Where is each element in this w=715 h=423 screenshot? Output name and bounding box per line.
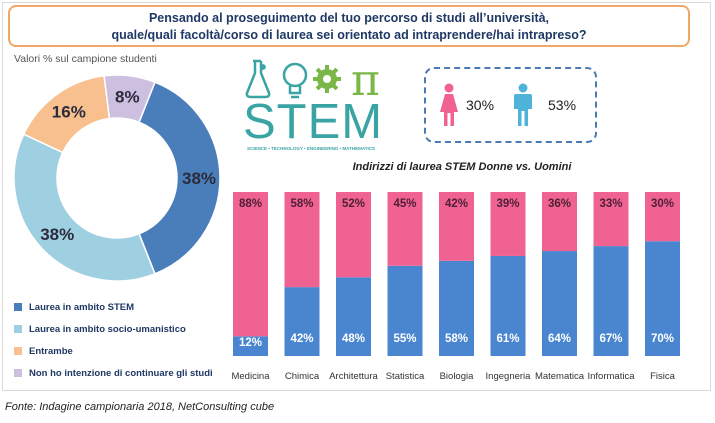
stem-subtitle: SCIENCE • TECHNOLOGY • ENGINEERING • MAT… <box>247 146 375 151</box>
category-label: Medicina <box>231 371 270 382</box>
donut-slice-label: 38% <box>40 225 74 244</box>
bar-segment-men <box>645 241 680 356</box>
legend-swatch-none <box>14 369 22 377</box>
gear-icon <box>313 65 341 93</box>
legend-swatch-stem <box>14 303 22 311</box>
male-percentage: 53% <box>548 97 577 113</box>
category-label: Chimica <box>285 371 320 382</box>
bar-data-label: 70% <box>651 333 674 345</box>
stem-word: STEM <box>243 95 384 149</box>
category-label: Informatica <box>588 371 636 382</box>
female-percentage: 30% <box>466 97 495 113</box>
bar-data-label: 48% <box>342 333 365 345</box>
stem-logo: π STEM SCIENCE • TECHNOLOGY • ENGINEERIN… <box>243 55 393 155</box>
figure-frame <box>2 2 711 391</box>
legend-item-socio: Laurea in ambito socio-umanistico <box>14 318 213 340</box>
female-icon <box>440 83 458 126</box>
bar-data-label: 64% <box>548 333 571 345</box>
bar-segment-men <box>387 265 423 356</box>
bar-data-label: 61% <box>496 333 519 345</box>
category-label: Matematica <box>535 371 585 382</box>
bar-segment-women <box>336 192 371 278</box>
gender-percentages-box: 30% 53% <box>424 67 597 143</box>
legend-label: Non ho intenzione di continuare gli stud… <box>29 367 213 379</box>
bar-data-label: 88% <box>239 198 262 210</box>
bar-data-label: 33% <box>599 198 622 210</box>
category-label: Biologia <box>440 371 475 382</box>
question-line-1: Pensando al proseguimento del tuo percor… <box>148 11 550 25</box>
bar-chart-title: Indirizzi di laurea STEM Donne vs. Uomin… <box>352 161 572 173</box>
bar-segment-women <box>490 192 526 256</box>
stacked-bar-chart: 12% 88% Medicina 42% 58% Chimica 48% 52% Archite… <box>231 192 680 382</box>
bar-data-label: 45% <box>393 198 416 210</box>
bar-segment-women <box>439 192 474 261</box>
donut-slice <box>13 133 156 282</box>
bar-segment-men <box>593 246 629 356</box>
bar-segment-men <box>542 251 577 356</box>
bar-segment-men <box>490 255 526 356</box>
bar-segment-women <box>542 192 577 252</box>
donut-slice-label: 8% <box>115 88 140 107</box>
bar-segment-men <box>233 336 268 356</box>
legend-item-none: Non ho intenzione di continuare gli stud… <box>14 362 213 384</box>
flask-icon <box>245 59 271 99</box>
legend-item-both: Entrambe <box>14 340 213 362</box>
bar-data-label: 58% <box>445 333 468 345</box>
bar-segment-men <box>284 287 320 356</box>
bar-segment-men <box>439 260 474 356</box>
question-line-2: quale/quali facoltà/corso di laurea sei … <box>111 28 587 42</box>
donut-slice-label: 38% <box>182 169 216 188</box>
legend-label: Laurea in ambito STEM <box>29 301 135 313</box>
donut-slice <box>138 81 221 275</box>
bar-data-label: 12% <box>239 337 262 349</box>
bar-segment-women <box>284 192 320 288</box>
donut-chart: 38% 38% 16% 8% <box>13 74 221 282</box>
donut-legend: Laurea in ambito STEM Laurea in ambito s… <box>14 296 213 384</box>
bar-segment-women <box>387 192 423 266</box>
pi-icon: π <box>351 57 380 102</box>
bar-data-label: 30% <box>651 198 674 210</box>
bar-segment-women <box>645 192 680 242</box>
male-icon <box>514 83 532 126</box>
survey-question-box: Pensando al proseguimento del tuo percor… <box>8 5 690 47</box>
pie-note: Valori % sul campione studenti <box>14 53 157 65</box>
bar-data-label: 58% <box>290 198 313 210</box>
stem-icons: π <box>245 55 380 106</box>
bar-data-label: 67% <box>599 333 622 345</box>
legend-item-stem: Laurea in ambito STEM <box>14 296 213 318</box>
legend-swatch-socio <box>14 325 22 333</box>
bar-data-label: 39% <box>496 198 519 210</box>
bar-segment-women <box>593 192 629 247</box>
legend-label: Entrambe <box>29 345 73 357</box>
bar-segment-men <box>336 277 371 356</box>
category-label: Architettura <box>329 371 378 382</box>
category-label: Statistica <box>386 371 425 382</box>
source-note: Fonte: Indagine campionaria 2018, NetCon… <box>5 401 275 413</box>
bar-data-label: 42% <box>290 333 313 345</box>
category-label: Fisica <box>650 371 676 382</box>
donut-slice-label: 16% <box>52 103 86 122</box>
category-label: Ingegneria <box>486 371 532 382</box>
bar-data-label: 36% <box>548 198 571 210</box>
bar-data-label: 52% <box>342 198 365 210</box>
legend-swatch-both <box>14 347 22 355</box>
lightbulb-icon <box>282 62 308 99</box>
bar-data-label: 42% <box>445 198 468 210</box>
donut-slice <box>103 74 156 124</box>
bar-segment-women <box>233 192 268 337</box>
bar-data-label: 55% <box>393 333 416 345</box>
legend-label: Laurea in ambito socio-umanistico <box>29 323 186 335</box>
